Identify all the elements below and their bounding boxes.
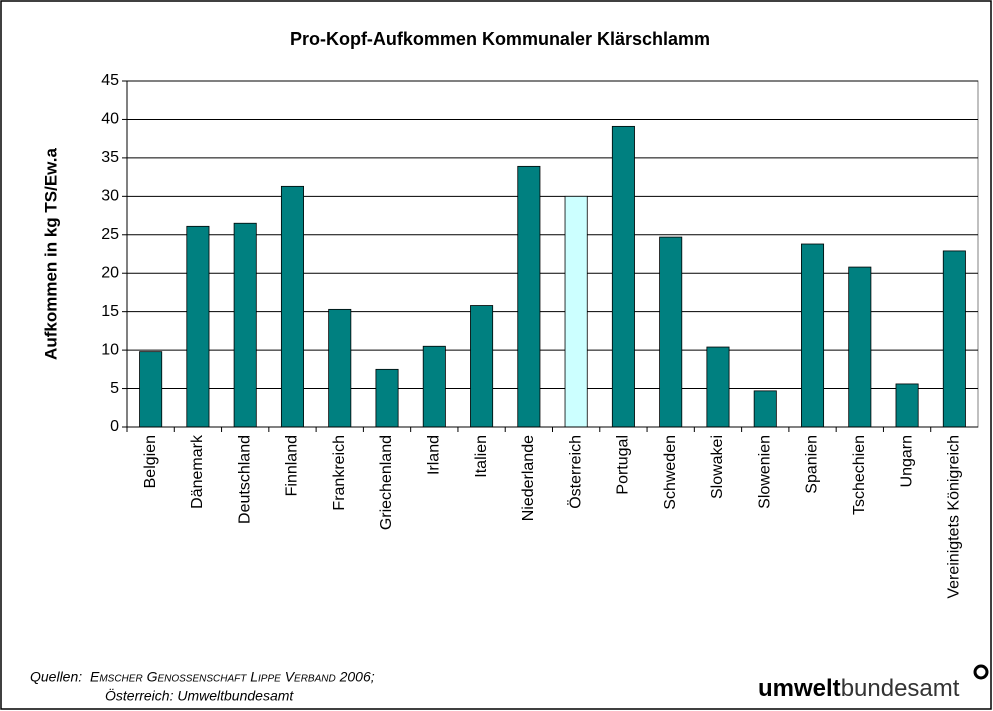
y-tick-label: 5: [110, 380, 119, 397]
bar: [280, 185, 304, 428]
y-tick-label: 35: [101, 149, 119, 166]
x-tick-label: Niederlande: [520, 435, 537, 521]
x-tick-label: Griechenland: [378, 435, 395, 530]
x-tick-label: Slowakei: [709, 435, 726, 499]
bar: [422, 345, 446, 428]
bar: [564, 195, 588, 428]
x-tick-label: Schweden: [662, 435, 679, 510]
bar: [517, 165, 541, 428]
bar: [753, 390, 777, 428]
bar: [942, 250, 966, 428]
x-tick-label: Portugal: [615, 435, 632, 495]
logo-mark: [973, 664, 989, 680]
logo: umweltbundesamt: [758, 675, 960, 702]
x-tick-label: Österreich: [566, 435, 584, 509]
bar: [470, 305, 494, 428]
source-1: Emscher Genossenschaft Lippe Verband 200…: [90, 669, 375, 685]
x-tick-label: Belgien: [142, 435, 159, 488]
x-tick-label: Slowenien: [756, 435, 773, 509]
x-tick-label: Dänemark: [189, 434, 206, 509]
x-tick-label: Ungarn: [898, 435, 915, 487]
source-2: Österreich: Umweltbundesamt: [105, 687, 294, 704]
y-tick-label: 15: [101, 303, 119, 320]
bar: [801, 243, 825, 428]
bar: [611, 125, 635, 428]
bar: [139, 351, 163, 428]
y-tick-label: 30: [101, 188, 119, 205]
y-tick-label: 45: [101, 72, 119, 89]
bar: [848, 266, 872, 428]
y-tick-label: 40: [101, 111, 119, 128]
source-label: Quellen:: [30, 669, 82, 685]
bar: [328, 308, 352, 428]
x-tick-label: Vereinigtets Königreich: [946, 435, 963, 599]
bar: [233, 222, 257, 428]
logo-light: bundesamt: [841, 675, 960, 702]
x-tick-label: Deutschland: [236, 435, 253, 524]
y-tick-label: 10: [101, 341, 119, 358]
bar: [659, 236, 683, 428]
x-tick-label: Irland: [426, 435, 443, 475]
y-tick-label: 0: [110, 418, 119, 435]
x-tick-label: Finnland: [284, 435, 301, 496]
y-tick-label: 20: [101, 264, 119, 281]
bar: [186, 225, 210, 428]
bar: [375, 368, 399, 428]
bar: [895, 383, 919, 428]
plot-area: [126, 80, 979, 428]
bar: [706, 346, 730, 428]
y-tick-label: 25: [101, 226, 119, 243]
chart-title: Pro-Kopf-Aufkommen Kommunaler Klärschlam…: [290, 29, 710, 49]
logo-bold: umwelt: [758, 675, 841, 702]
y-axis-label: Aufkommen in kg TS/Ew.a: [41, 148, 60, 360]
x-tick-label: Tschechien: [851, 435, 868, 515]
x-tick-label: Spanien: [804, 435, 821, 494]
x-tick-label: Italien: [473, 435, 490, 478]
x-tick-label: Frankreich: [331, 435, 348, 511]
